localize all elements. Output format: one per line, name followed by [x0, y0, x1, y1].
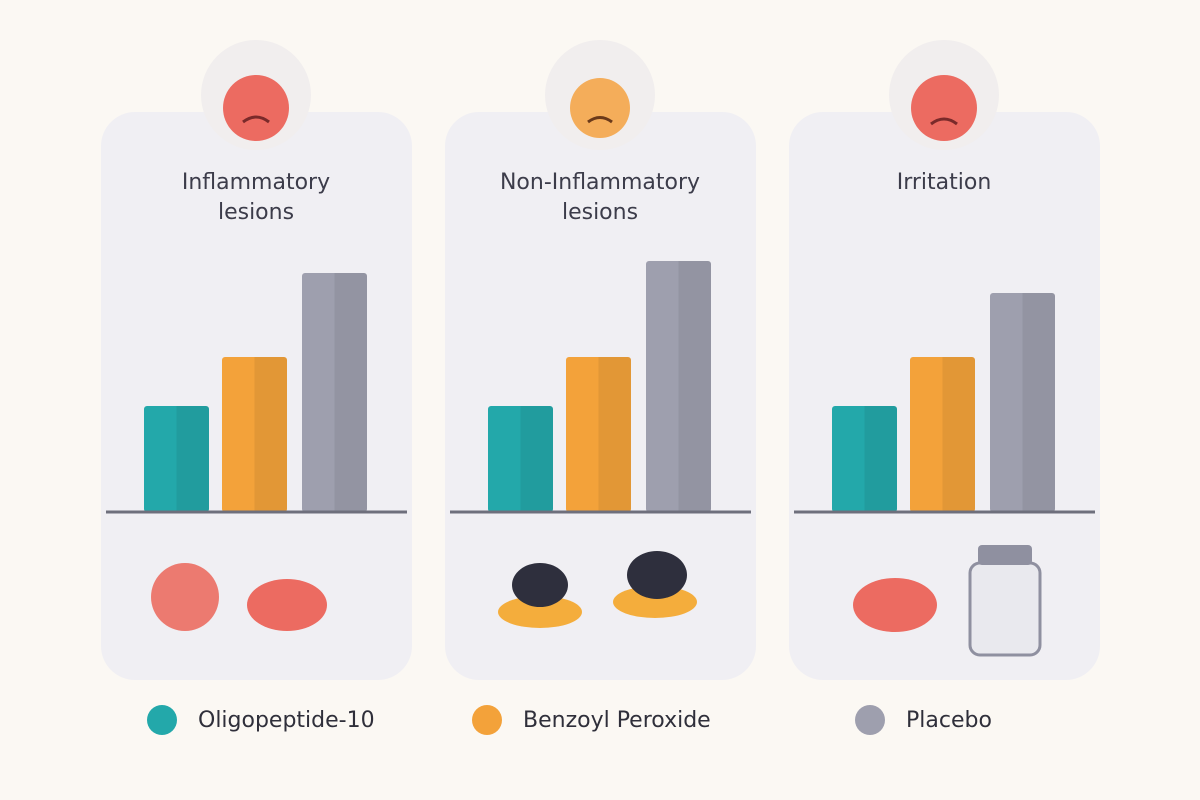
- face-mouth: [587, 116, 613, 124]
- bar: [832, 406, 897, 512]
- legend-label: Oligopeptide-10: [198, 708, 375, 733]
- bar: [302, 273, 367, 512]
- blob-icon: [853, 578, 937, 632]
- face-mouth: [242, 115, 270, 124]
- bar: [646, 261, 711, 512]
- panel: Inflammatory lesions: [101, 112, 412, 680]
- bar: [144, 406, 209, 512]
- bar: [488, 406, 553, 512]
- panel-title: Irritation: [896, 170, 992, 195]
- face-icon: [223, 75, 289, 141]
- jar-lid: [978, 545, 1032, 565]
- bar: [222, 357, 287, 512]
- face-icon: [570, 78, 630, 138]
- panels: Inflammatory lesions Non-Inflammatory les…: [101, 112, 1100, 680]
- legend-swatch: [855, 705, 885, 735]
- pore-icon: [627, 551, 687, 599]
- bar: [990, 293, 1055, 512]
- legend-swatch: [147, 705, 177, 735]
- face-icon: [151, 563, 219, 631]
- panel-title-box: Non-Inflammatory lesions: [499, 170, 701, 225]
- legend-swatch: [472, 705, 502, 735]
- panel: Non-Inflammatory lesions: [445, 112, 756, 680]
- panel: Irritation: [789, 112, 1100, 680]
- panel-title: Inflammatory lesions: [181, 170, 331, 225]
- jar-icon: [968, 561, 1042, 657]
- panel-title-box: Inflammatory lesions: [181, 170, 331, 225]
- pore-icon: [512, 563, 568, 607]
- coin-icon: [613, 586, 697, 618]
- bar: [566, 357, 631, 512]
- legend: Oligopeptide-10 Benzoyl Peroxide Placebo: [147, 705, 992, 735]
- face-mouth: [930, 117, 958, 126]
- legend-label: Benzoyl Peroxide: [523, 708, 711, 733]
- coin-icon: [498, 596, 582, 628]
- blob-icon: [247, 579, 327, 631]
- legend-label: Placebo: [906, 708, 992, 733]
- decorations: [151, 40, 1042, 657]
- panel-title: Non-Inflammatory lesions: [499, 170, 701, 225]
- panel-title-box: Irritation: [896, 170, 992, 195]
- face-icon: [911, 75, 977, 141]
- bar: [910, 357, 975, 512]
